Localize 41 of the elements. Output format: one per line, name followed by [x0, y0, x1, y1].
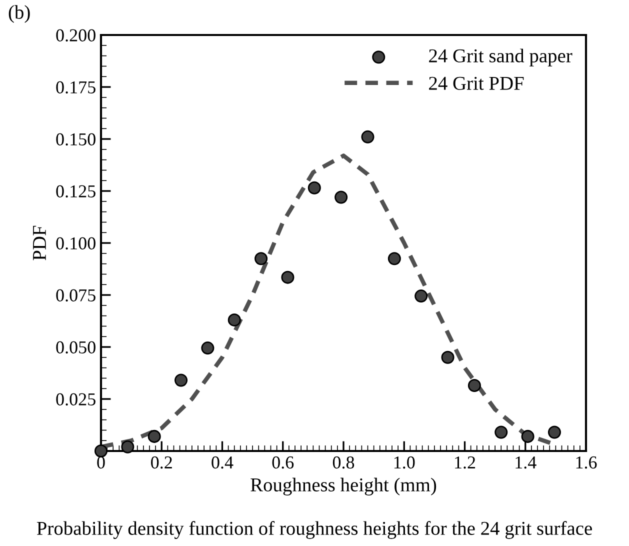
- y-axis-title: PDF: [33, 226, 46, 260]
- x-tick-label: 1.6: [576, 456, 597, 469]
- x-tick-label: 0.8: [332, 456, 354, 469]
- y-tick-label: 0.200: [56, 29, 96, 42]
- y-tick-label: 0.075: [56, 289, 96, 302]
- point: [254, 252, 268, 266]
- x-tick-label: 1.0: [394, 456, 415, 469]
- point: [388, 252, 401, 266]
- point: [121, 440, 134, 454]
- point: [228, 313, 241, 326]
- x-axis-title: Roughness height (mm): [250, 478, 436, 496]
- x-tick-label: 0.2: [151, 456, 172, 469]
- y-tick-label: 0.150: [56, 133, 96, 146]
- legend-label: 24 Grit PDF: [429, 76, 524, 90]
- point: [94, 444, 108, 458]
- x-tick-label: 1.2: [455, 456, 476, 469]
- point: [414, 290, 428, 303]
- x-tick-label: 0: [97, 456, 105, 469]
- point: [361, 130, 374, 144]
- y-tick-label: 0.125: [56, 185, 96, 198]
- y-tick-label: 0.100: [56, 237, 96, 250]
- y-tick-label: 0.025: [56, 393, 96, 406]
- text: (b): [8, 5, 30, 23]
- x-tick-label: 1.4: [516, 456, 536, 469]
- y-tick-label: 0.175: [56, 81, 96, 94]
- legend-label: 24 Grit sand paper: [429, 48, 572, 66]
- point: [494, 426, 508, 439]
- point: [441, 350, 454, 364]
- x-tick-label: 0.6: [272, 456, 294, 469]
- point: [548, 426, 561, 439]
- point: [201, 342, 214, 355]
- point: [148, 430, 161, 443]
- point: [468, 378, 481, 392]
- point: [334, 190, 348, 204]
- point: [308, 181, 321, 194]
- x-tick-label: 0.4: [212, 456, 234, 469]
- point: [174, 374, 188, 387]
- text: Probability density function of roughness heights for the 24 grit surface: [36, 521, 592, 539]
- y-tick-label: 0.050: [56, 341, 96, 354]
- point: [521, 430, 534, 443]
- point: [281, 270, 294, 284]
